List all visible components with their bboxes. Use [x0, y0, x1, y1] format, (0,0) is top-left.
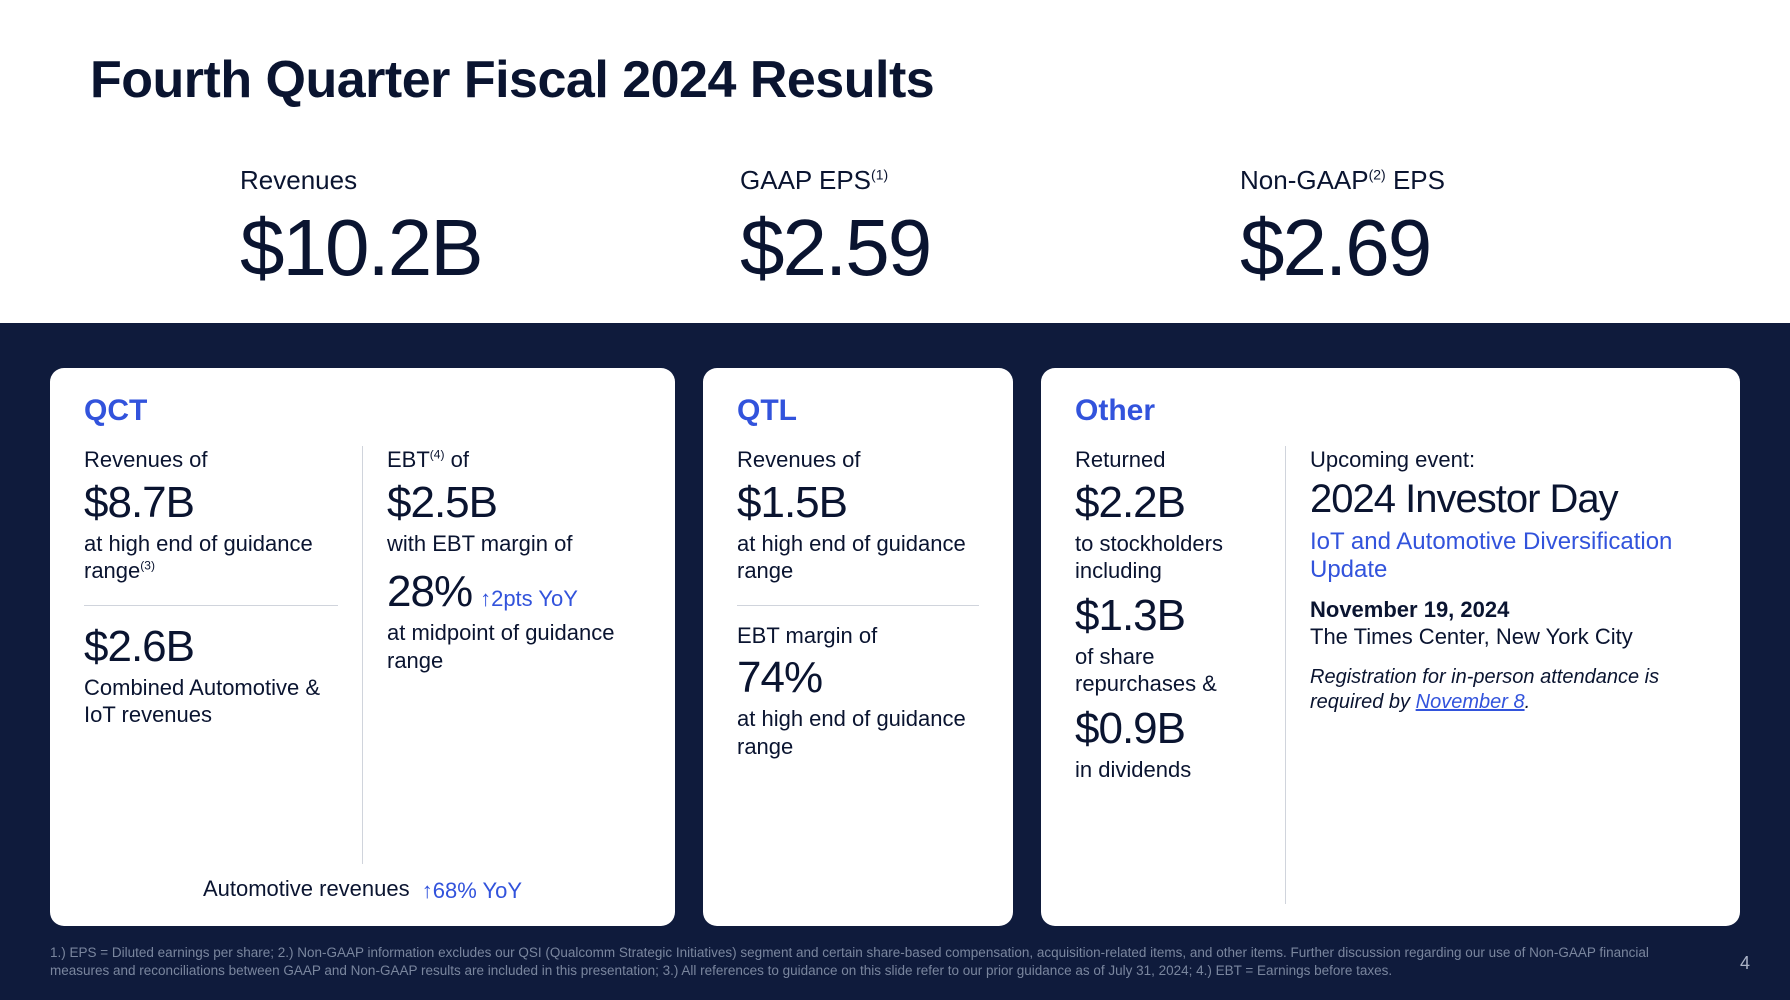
- qct-combo-value: $2.6B: [84, 622, 338, 672]
- divider: [84, 605, 338, 606]
- qct-rev-value: $8.7B: [84, 478, 338, 528]
- card-qct: QCT Revenues of $8.7B at high end of gui…: [50, 368, 675, 926]
- metric-label: Revenues: [240, 165, 700, 196]
- qct-ebt-margin-desc: at midpoint of guidance range: [387, 619, 641, 674]
- qct-combo-desc: Combined Automotive & IoT revenues: [84, 674, 338, 729]
- other-col-left: Returned $2.2B to stockholders including…: [1075, 446, 1285, 904]
- card-qtl: QTL Revenues of $1.5B at high end of gui…: [703, 368, 1013, 926]
- other-col-right: Upcoming event: 2024 Investor Day IoT an…: [1285, 446, 1706, 904]
- card-other: Other Returned $2.2B to stockholders inc…: [1041, 368, 1740, 926]
- other-ret-label: Returned: [1075, 446, 1261, 474]
- event-date: November 19, 2024: [1310, 597, 1706, 623]
- metric-gaap-eps: GAAP EPS(1) $2.59: [740, 165, 1200, 288]
- event-registration: Registration for in-person attendance is…: [1310, 665, 1706, 715]
- other-ret-value: $2.2B: [1075, 478, 1261, 528]
- qtl-rev-label: Revenues of: [737, 446, 979, 474]
- metrics-row: Revenues $10.2B GAAP EPS(1) $2.59 Non-GA…: [90, 165, 1700, 288]
- qct-ebt-yoy: ↑2pts YoY: [480, 586, 578, 612]
- other-ret-desc: to stockholders including: [1075, 530, 1261, 585]
- qct-auto-footer: Automotive revenues ↑68% YoY: [84, 876, 641, 903]
- qct-col-left: Revenues of $8.7B at high end of guidanc…: [84, 446, 362, 864]
- event-label: Upcoming event:: [1310, 446, 1706, 474]
- divider: [737, 605, 979, 606]
- event-location: The Times Center, New York City: [1310, 623, 1706, 651]
- cards-row: QCT Revenues of $8.7B at high end of gui…: [50, 368, 1740, 926]
- metric-label: Non-GAAP(2) EPS: [1240, 165, 1700, 196]
- footnotes: 1.) EPS = Diluted earnings per share; 2.…: [50, 944, 1740, 980]
- qtl-ebt-margin: 74%: [737, 653, 979, 703]
- metric-nongaap-eps: Non-GAAP(2) EPS $2.69: [1240, 165, 1700, 288]
- qct-rev-desc: at high end of guidance range(3): [84, 530, 338, 585]
- slide: Fourth Quarter Fiscal 2024 Results Reven…: [0, 0, 1790, 1000]
- other-div-value: $0.9B: [1075, 704, 1261, 754]
- qct-ebt-desc: with EBT margin of: [387, 530, 641, 558]
- metric-value: $2.69: [1240, 208, 1700, 288]
- metric-value: $10.2B: [240, 208, 700, 288]
- top-section: Fourth Quarter Fiscal 2024 Results Reven…: [0, 0, 1790, 323]
- qtl-ebt-desc: at high end of guidance range: [737, 705, 979, 760]
- event-subtitle: IoT and Automotive Diversification Updat…: [1310, 528, 1706, 586]
- auto-footer-label: Automotive revenues: [203, 876, 416, 901]
- qtl-rev-value: $1.5B: [737, 478, 979, 528]
- other-div-desc: in dividends: [1075, 756, 1261, 784]
- auto-footer-yoy: ↑68% YoY: [422, 878, 522, 904]
- slide-title: Fourth Quarter Fiscal 2024 Results: [90, 50, 1700, 110]
- event-title: 2024 Investor Day: [1310, 476, 1706, 522]
- metric-revenues: Revenues $10.2B: [240, 165, 700, 288]
- qct-col-right: EBT(4) of $2.5B with EBT margin of 28% ↑…: [362, 446, 641, 864]
- metric-value: $2.59: [740, 208, 1200, 288]
- metric-label: GAAP EPS(1): [740, 165, 1200, 196]
- card-title: QTL: [737, 394, 979, 428]
- qct-ebt-margin: 28%: [387, 567, 472, 617]
- qct-rev-label: Revenues of: [84, 446, 338, 474]
- other-columns: Returned $2.2B to stockholders including…: [1075, 446, 1706, 904]
- qtl-rev-desc: at high end of guidance range: [737, 530, 979, 585]
- event-reg-link[interactable]: November 8: [1416, 691, 1525, 713]
- qtl-ebt-label: EBT margin of: [737, 622, 979, 650]
- bottom-section: QCT Revenues of $8.7B at high end of gui…: [0, 323, 1790, 1000]
- card-title: QCT: [84, 394, 641, 428]
- card-title: Other: [1075, 394, 1706, 428]
- other-repo-value: $1.3B: [1075, 591, 1261, 641]
- qct-columns: Revenues of $8.7B at high end of guidanc…: [84, 446, 641, 864]
- qct-ebt-label: EBT(4) of: [387, 446, 641, 474]
- qct-ebt-value: $2.5B: [387, 478, 641, 528]
- qct-ebt-margin-row: 28% ↑2pts YoY: [387, 563, 641, 619]
- page-number: 4: [1740, 953, 1750, 974]
- other-repo-desc: of share repurchases &: [1075, 643, 1261, 698]
